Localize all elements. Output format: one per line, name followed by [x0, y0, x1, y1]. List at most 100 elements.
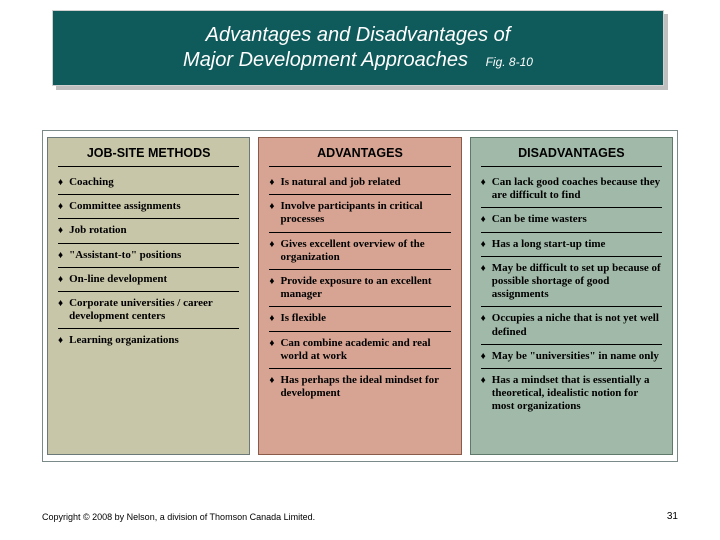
row-separator: [269, 331, 450, 332]
list-item: ♦ Committee assignments: [58, 197, 239, 216]
row-separator: [269, 306, 450, 307]
list-item: ♦ Gives excellent overview of the organiz…: [269, 235, 450, 267]
methods-items: ♦ Coaching ♦ Committee assignments ♦ Job rota…: [48, 171, 249, 454]
row-separator: [58, 194, 239, 195]
bullet-icon: ♦: [481, 239, 486, 251]
list-item: ♦ "Assistant-to" positions: [58, 246, 239, 265]
page-number: 31: [667, 511, 678, 522]
bullet-icon: ♦: [481, 263, 486, 275]
title-line1: Advantages and Disadvantages of: [206, 24, 511, 46]
bullet-icon: ♦: [58, 201, 63, 213]
list-item: ♦ Can lack good coaches because they are …: [481, 173, 662, 205]
advantages-items: ♦ Is natural and job related ♦ Involve part…: [259, 171, 460, 454]
list-item-text: May be difficult to set up because of po…: [492, 262, 662, 302]
list-item: ♦ Occupies a niche that is not yet well d…: [481, 309, 662, 341]
bullet-icon: ♦: [269, 239, 274, 251]
bullet-icon: ♦: [269, 201, 274, 213]
row-separator: [269, 269, 450, 270]
column-header-disadvantages: DISADVANTAGES: [471, 138, 672, 166]
column-disadvantages: DISADVANTAGES ♦ Can lack good coaches bec…: [470, 137, 673, 455]
bullet-icon: ♦: [58, 274, 63, 286]
bullet-icon: ♦: [269, 276, 274, 288]
copyright-text: Copyright © 2008 by Nelson, a division o…: [42, 512, 315, 522]
bullet-icon: ♦: [481, 313, 486, 325]
list-item-text: Has a mindset that is essentially a theo…: [492, 374, 662, 414]
row-separator: [269, 368, 450, 369]
row-separator: [481, 344, 662, 345]
list-item: ♦ Provide exposure to an excellent manage…: [269, 272, 450, 304]
row-separator: [58, 291, 239, 292]
disadvantages-items: ♦ Can lack good coaches because they are …: [471, 171, 672, 454]
list-item: ♦ Can be time wasters: [481, 210, 662, 229]
row-separator: [481, 207, 662, 208]
title-line2: Major Development Approaches: [183, 49, 468, 71]
row-separator: [58, 328, 239, 329]
list-item: ♦ Learning organizations: [58, 331, 239, 350]
list-item-text: Provide exposure to an excellent manager: [280, 275, 450, 301]
bullet-icon: ♦: [58, 225, 63, 237]
header-rule: [481, 166, 662, 167]
list-item: ♦ Has a long start-up time: [481, 235, 662, 254]
list-item: ♦Corporate universities / career develop…: [58, 294, 239, 326]
row-separator: [481, 232, 662, 233]
list-item-text: Can combine academic and real world at w…: [280, 337, 450, 363]
bullet-icon: ♦: [58, 335, 63, 347]
list-item-text: Occupies a niche that is not yet well de…: [492, 312, 662, 338]
list-item: ♦ Can combine academic and real world at …: [269, 334, 450, 366]
list-item-text: Can be time wasters: [492, 213, 587, 226]
list-item: ♦ Has a mindset that is essentially a the…: [481, 371, 662, 417]
bullet-icon: ♦: [269, 375, 274, 387]
list-item-text: May be "universities" in name only: [492, 350, 659, 363]
list-item-text: Job rotation: [69, 224, 127, 237]
list-item: ♦ May be difficult to set up because of p…: [481, 259, 662, 305]
bullet-icon: ♦: [269, 177, 274, 189]
list-item-text: Is flexible: [280, 312, 326, 325]
bullet-icon: ♦: [481, 214, 486, 226]
list-item-text: Gives excellent overview of the organiza…: [280, 238, 450, 264]
bullet-icon: ♦: [58, 250, 63, 262]
row-separator: [481, 368, 662, 369]
list-item: ♦ Job rotation: [58, 221, 239, 240]
list-item-text: "Assistant-to" positions: [69, 249, 181, 262]
row-separator: [481, 256, 662, 257]
figure-label: Fig. 8-10: [486, 55, 533, 69]
list-item: ♦ May be "universities" in name only: [481, 347, 662, 366]
list-item: ♦ On-line development: [58, 270, 239, 289]
list-item-text: On-line development: [69, 273, 167, 286]
list-item-text: Committee assignments: [69, 200, 181, 213]
bullet-icon: ♦: [58, 177, 63, 189]
row-separator: [58, 243, 239, 244]
row-separator: [269, 232, 450, 233]
list-item-text: Is natural and job related: [280, 176, 400, 189]
list-item-text: Corporate universities / career developm…: [69, 297, 239, 323]
bullet-icon: ♦: [481, 375, 486, 387]
list-item: ♦ Is natural and job related: [269, 173, 450, 192]
row-separator: [58, 218, 239, 219]
row-separator: [58, 267, 239, 268]
header-rule: [58, 166, 239, 167]
slide-title: Advantages and Disadvantages of Major De…: [183, 23, 533, 73]
list-item-text: Involve participants in critical process…: [280, 200, 450, 226]
list-item: ♦ Is flexible: [269, 309, 450, 328]
title-bar: Advantages and Disadvantages of Major De…: [52, 10, 664, 86]
row-separator: [481, 306, 662, 307]
column-header-advantages: ADVANTAGES: [259, 138, 460, 166]
row-separator: [269, 194, 450, 195]
list-item: ♦ Has perhaps the ideal mindset for devel…: [269, 371, 450, 403]
column-advantages: ADVANTAGES ♦ Is natural and job related ♦ I…: [258, 137, 461, 455]
bullet-icon: ♦: [481, 177, 486, 189]
bullet-icon: ♦: [269, 338, 274, 350]
list-item-text: Can lack good coaches because they are d…: [492, 176, 662, 202]
bullet-icon: ♦: [481, 351, 486, 363]
list-item-text: Coaching: [69, 176, 114, 189]
bullet-icon: ♦: [269, 313, 274, 325]
column-header-methods: JOB-SITE METHODS: [48, 138, 249, 166]
header-rule: [269, 166, 450, 167]
column-methods: JOB-SITE METHODS ♦ Coaching ♦ Committee ass…: [47, 137, 250, 455]
list-item-text: Learning organizations: [69, 334, 179, 347]
list-item: ♦ Coaching: [58, 173, 239, 192]
list-item-text: Has a long start-up time: [492, 238, 606, 251]
list-item-text: Has perhaps the ideal mindset for develo…: [280, 374, 450, 400]
list-item: ♦ Involve participants in critical proces…: [269, 197, 450, 229]
comparison-table: JOB-SITE METHODS ♦ Coaching ♦ Committee ass…: [42, 130, 678, 462]
